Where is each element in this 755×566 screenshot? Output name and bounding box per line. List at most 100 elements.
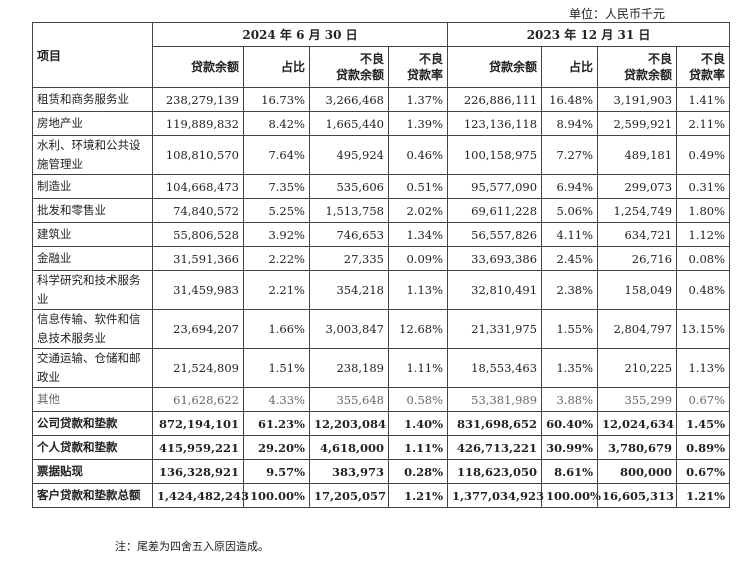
cell-share: 2.22%	[243, 246, 310, 271]
cell-npl-ratio: 0.67%	[676, 387, 731, 412]
cell-share: 3.88%	[541, 387, 599, 412]
cell-loan-balance: 238,279,139	[152, 87, 244, 112]
cell-share: 7.35%	[243, 174, 310, 199]
cell-npl-ratio: 0.58%	[387, 387, 449, 412]
cell-loan-balance: 119,889,832	[152, 111, 244, 136]
cell-share: 1.51%	[243, 348, 310, 388]
cell-share: 2.38%	[541, 270, 599, 310]
cell-npl-balance: 2,804,797	[597, 309, 678, 349]
cell-npl-balance: 158,049	[597, 270, 678, 310]
cell-npl-ratio: 2.02%	[387, 198, 449, 223]
cell-npl-balance: 354,218	[309, 270, 389, 310]
cell-loan-balance: 21,331,975	[447, 309, 543, 349]
cell-share: 5.25%	[243, 198, 310, 223]
cell-npl-balance: 383,973	[309, 459, 389, 484]
cell-share: 4.33%	[243, 387, 310, 412]
header-share: 占比	[243, 46, 310, 88]
header-npl-ratio: 不良 贷款率	[676, 46, 731, 88]
cell-npl-balance: 1,513,758	[309, 198, 389, 223]
cell-npl-ratio: 0.31%	[676, 174, 731, 199]
cell-loan-balance: 55,806,528	[152, 222, 244, 247]
header-loan-balance: 贷款余额	[447, 46, 543, 88]
cell-loan-balance: 136,328,921	[152, 459, 244, 484]
cell-npl-ratio: 0.28%	[387, 459, 449, 484]
row-label: 建筑业	[32, 222, 153, 247]
cell-share: 6.94%	[541, 174, 599, 199]
table-row: 金融业 31,591,366 2.22% 27,335 0.09% 33,693,386 2…	[32, 246, 731, 271]
cell-share: 8.94%	[541, 111, 599, 136]
table-row: 租赁和商务服务业 238,279,139 16.73% 3,266,468 1.37% 2…	[32, 87, 731, 112]
cell-npl-balance: 27,335	[309, 246, 389, 271]
cell-npl-ratio: 1.11%	[387, 435, 449, 460]
cell-loan-balance: 104,668,473	[152, 174, 244, 199]
cell-npl-ratio: 0.09%	[387, 246, 449, 271]
cell-npl-ratio: 0.08%	[676, 246, 731, 271]
cell-share: 100.00%	[243, 483, 310, 508]
header-npl-balance: 不良 贷款余额	[597, 46, 678, 88]
row-label: 金融业	[32, 246, 153, 271]
cell-loan-balance: 61,628,622	[152, 387, 244, 412]
cell-npl-ratio: 1.13%	[676, 348, 731, 388]
cell-loan-balance: 33,693,386	[447, 246, 543, 271]
cell-npl-balance: 26,716	[597, 246, 678, 271]
table-row: 个人贷款和垫款 415,959,221 29.20% 4,618,000 1.11% 42…	[32, 435, 731, 460]
row-label: 个人贷款和垫款	[32, 435, 153, 460]
cell-npl-balance: 355,299	[597, 387, 678, 412]
cell-loan-balance: 123,136,118	[447, 111, 543, 136]
cell-npl-balance: 2,599,921	[597, 111, 678, 136]
header-item: 项目	[32, 22, 153, 88]
header-npl-balance: 不良 贷款余额	[309, 46, 389, 88]
cell-share: 9.57%	[243, 459, 310, 484]
cell-npl-balance: 238,189	[309, 348, 389, 388]
cell-npl-balance: 16,605,313	[597, 483, 678, 508]
cell-npl-ratio: 0.89%	[676, 435, 731, 460]
header-period-2023: 2023 年 12 月 31 日	[447, 22, 731, 47]
cell-npl-balance: 12,203,084	[309, 411, 389, 436]
row-label: 公司贷款和垫款	[32, 411, 153, 436]
cell-npl-ratio: 1.11%	[387, 348, 449, 388]
cell-npl-balance: 634,721	[597, 222, 678, 247]
table-row: 房地产业 119,889,832 8.42% 1,665,440 1.39% 123,13…	[32, 111, 731, 136]
row-label: 租赁和商务服务业	[32, 87, 153, 112]
cell-share: 5.06%	[541, 198, 599, 223]
table-row: 制造业 104,668,473 7.35% 535,606 0.51% 95,577,09…	[32, 174, 731, 199]
cell-loan-balance: 872,194,101	[152, 411, 244, 436]
row-label: 房地产业	[32, 111, 153, 136]
row-label: 其他	[32, 387, 153, 412]
cell-share: 2.21%	[243, 270, 310, 310]
cell-loan-balance: 74,840,572	[152, 198, 244, 223]
cell-loan-balance: 415,959,221	[152, 435, 244, 460]
cell-npl-ratio: 0.49%	[676, 135, 731, 175]
cell-npl-balance: 746,653	[309, 222, 389, 247]
cell-share: 1.55%	[541, 309, 599, 349]
cell-npl-ratio: 1.12%	[676, 222, 731, 247]
cell-share: 1.35%	[541, 348, 599, 388]
row-label: 客户贷款和垫款总额	[32, 483, 153, 508]
cell-loan-balance: 100,158,975	[447, 135, 543, 175]
header-npl-ratio: 不良 贷款率	[387, 46, 449, 88]
footnote: 注：尾差为四舍五入原因造成。	[115, 540, 269, 553]
cell-loan-balance: 118,623,050	[447, 459, 543, 484]
table-row: 票据贴现 136,328,921 9.57% 383,973 0.28% 118,623,…	[32, 459, 731, 484]
cell-share: 1.66%	[243, 309, 310, 349]
table-row: 交通运输、仓储和邮政业 21,524,809 1.51% 238,189 1.11% 18…	[32, 348, 731, 388]
cell-npl-balance: 3,003,847	[309, 309, 389, 349]
table-row: 客户贷款和垫款总额 1,424,482,243 100.00% 17,205,057 1…	[32, 483, 731, 508]
cell-npl-balance: 1,665,440	[309, 111, 389, 136]
cell-loan-balance: 18,553,463	[447, 348, 543, 388]
cell-npl-balance: 4,618,000	[309, 435, 389, 460]
unit-label: 单位：人民币千元	[568, 7, 665, 21]
header-period-2024: 2024 年 6 月 30 日	[151, 22, 449, 47]
cell-npl-balance: 355,648	[309, 387, 389, 412]
cell-npl-balance: 535,606	[309, 174, 389, 199]
cell-loan-balance: 226,886,111	[447, 87, 543, 112]
cell-npl-ratio: 0.48%	[676, 270, 731, 310]
table-row: 科学研究和技术服务业 31,459,983 2.21% 354,218 1.13% 32,…	[32, 270, 731, 310]
row-label: 制造业	[32, 174, 153, 199]
row-label: 票据贴现	[32, 459, 153, 484]
cell-share: 30.99%	[541, 435, 599, 460]
cell-share: 16.48%	[541, 87, 599, 112]
cell-loan-balance: 21,524,809	[152, 348, 244, 388]
header-loan-balance: 贷款余额	[152, 46, 244, 88]
cell-npl-ratio: 1.45%	[676, 411, 731, 436]
